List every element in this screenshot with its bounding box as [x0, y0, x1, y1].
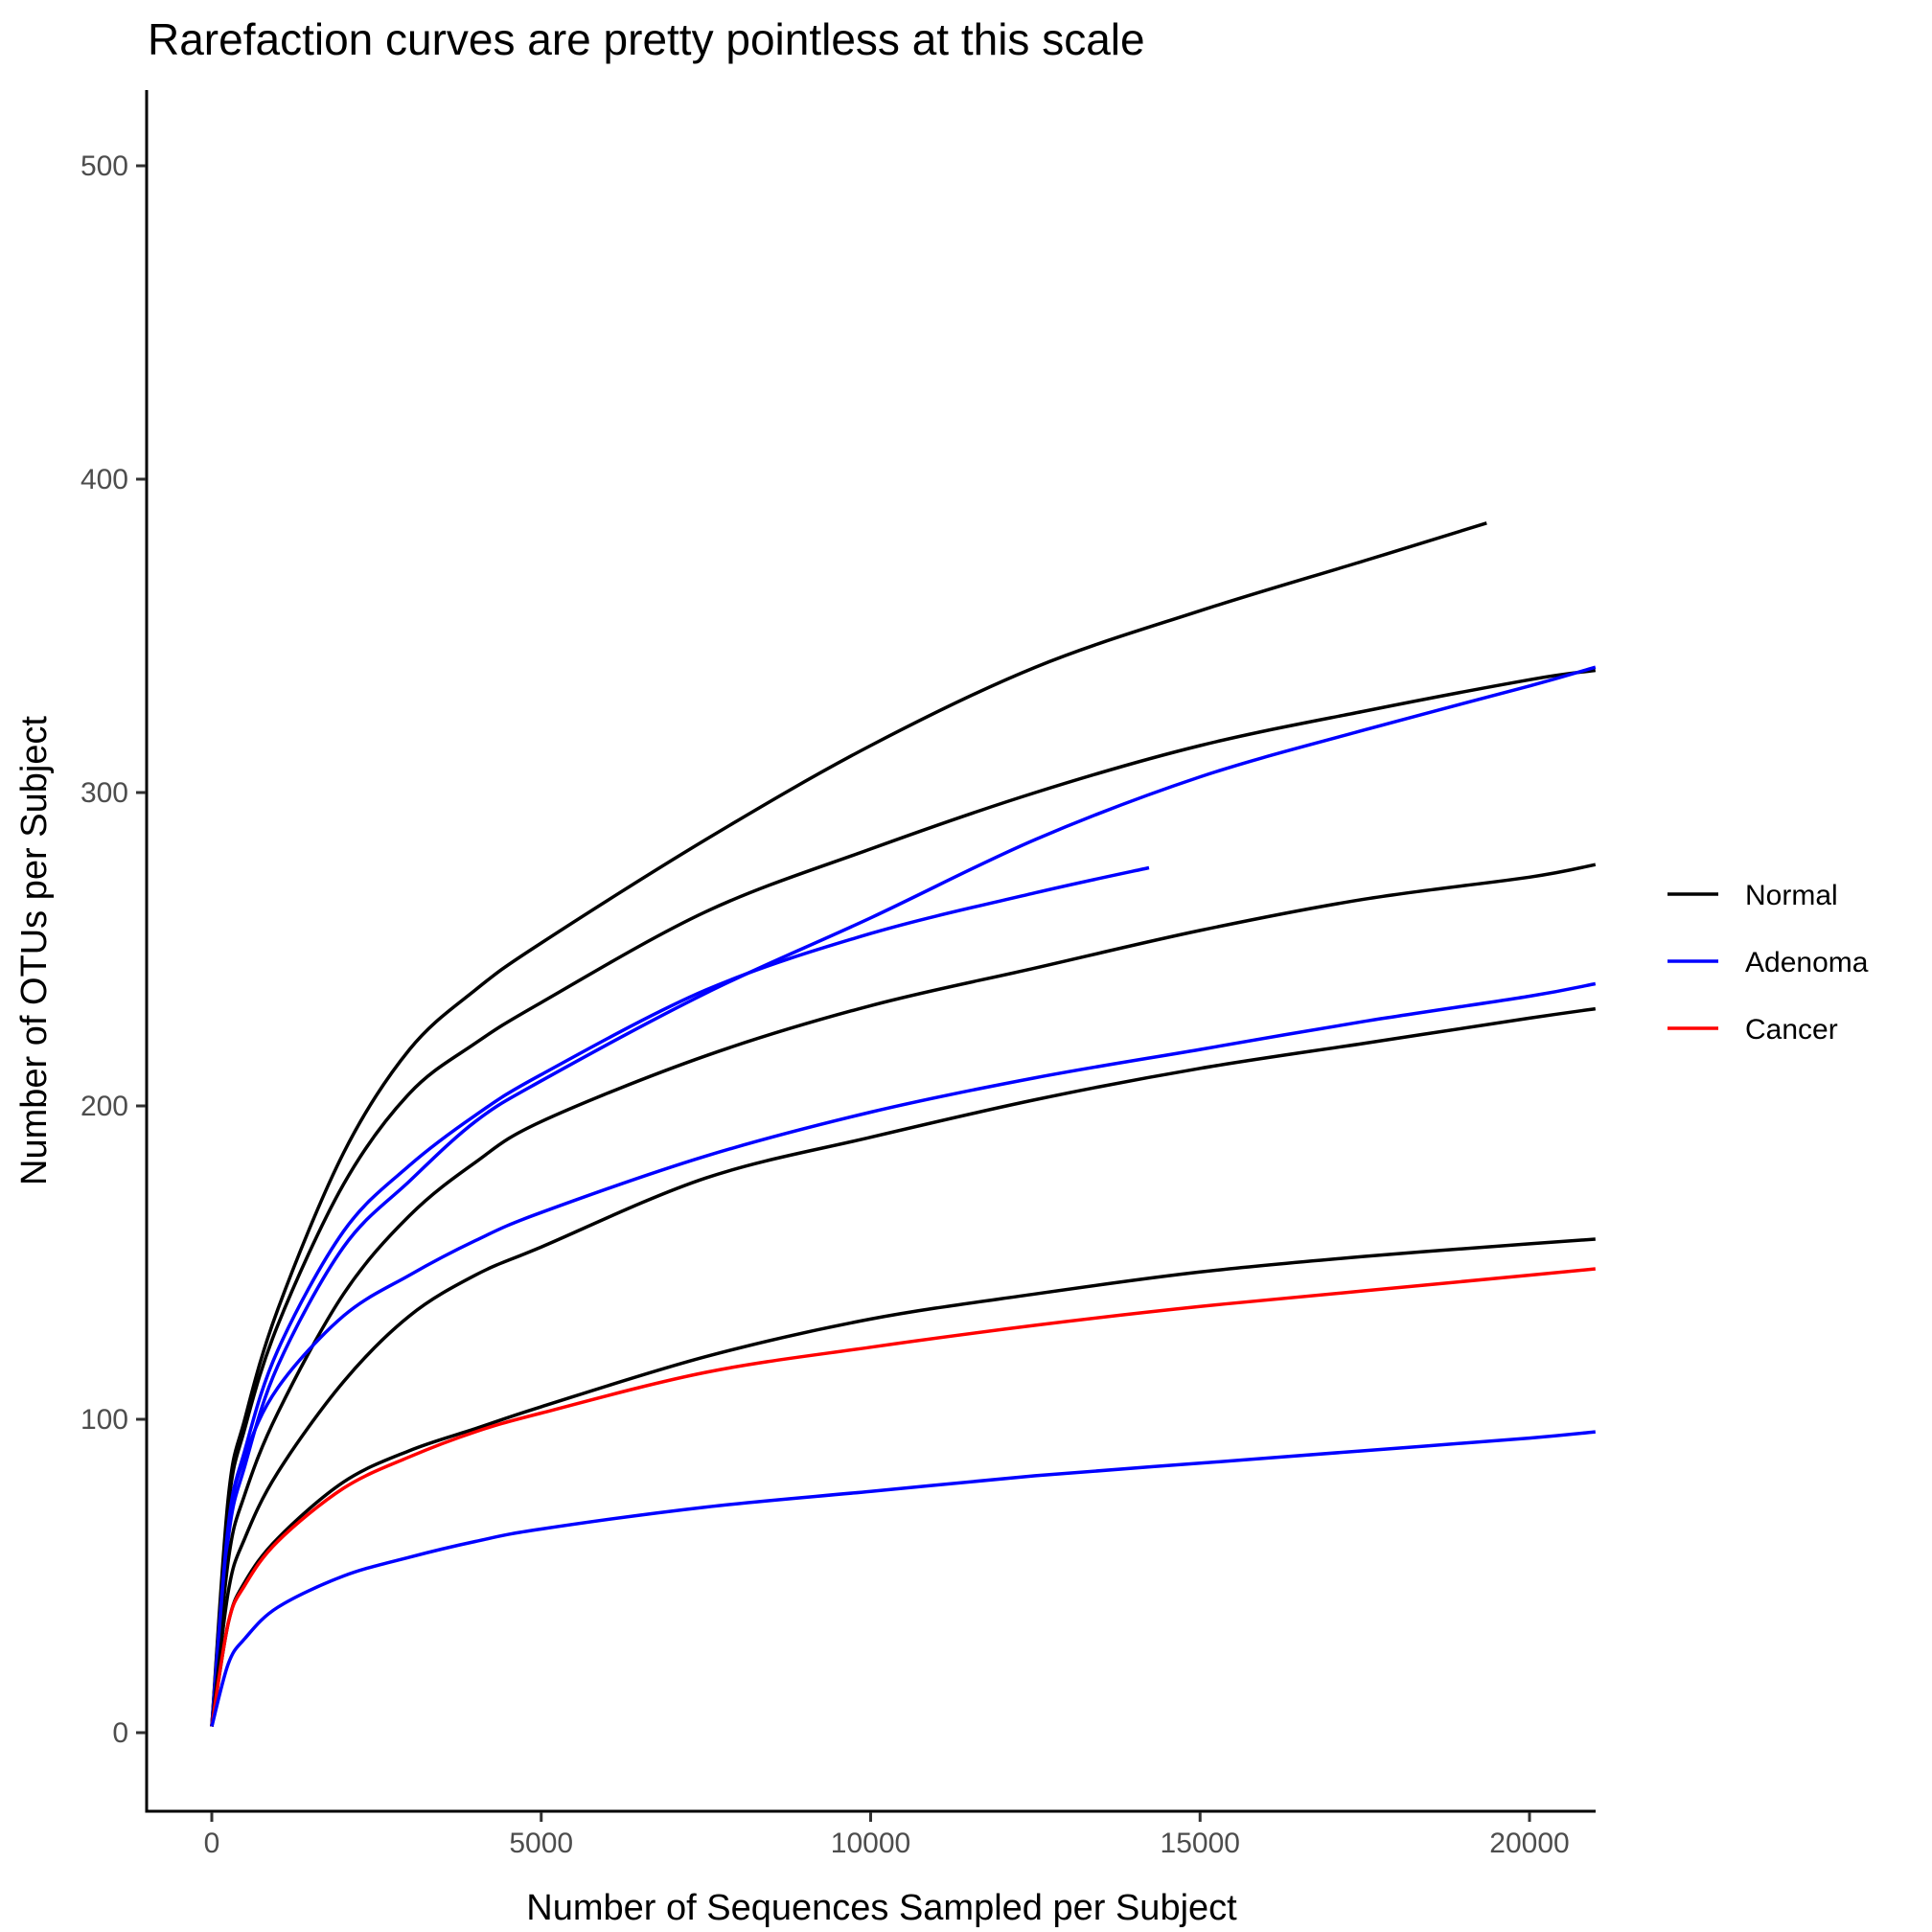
series-line-normal — [210, 862, 1597, 1727]
series-line-adenoma — [210, 1430, 1596, 1727]
x-axis-title: Number of Sequences Sampled per Subject — [526, 1888, 1237, 1928]
y-tick-label: 100 — [80, 1404, 128, 1436]
x-tick-label: 10000 — [831, 1828, 910, 1859]
y-tick-label: 400 — [80, 464, 128, 495]
y-tick-label: 500 — [80, 150, 128, 182]
legend-label: Normal — [1745, 880, 1838, 911]
y-tick-label: 300 — [80, 777, 128, 809]
series-line-cancer — [210, 1267, 1596, 1727]
x-tick-label: 15000 — [1161, 1828, 1240, 1859]
x-tick-label: 20000 — [1489, 1828, 1569, 1859]
y-tick-label: 0 — [112, 1717, 128, 1749]
chart-title: Rarefaction curves are pretty pointless … — [148, 14, 1145, 64]
legend: Normal Adenoma Cancer — [1668, 880, 1869, 1046]
plot-lines — [210, 521, 1597, 1727]
series-line-normal — [210, 668, 1597, 1727]
legend-item-normal: Normal — [1668, 880, 1838, 911]
y-axis-ticks: 0 100 200 300 400 500 — [80, 150, 146, 1749]
x-tick-label: 0 — [204, 1828, 220, 1859]
y-axis-title: Number of OTUs per Subject — [14, 716, 55, 1185]
series-line-normal — [210, 521, 1487, 1727]
series-line-adenoma — [210, 981, 1597, 1727]
legend-label: Cancer — [1745, 1014, 1838, 1046]
x-tick-label: 5000 — [509, 1828, 573, 1859]
legend-label: Adenoma — [1745, 947, 1869, 978]
legend-item-cancer: Cancer — [1668, 1014, 1838, 1046]
legend-item-adenoma: Adenoma — [1668, 947, 1869, 978]
series-line-normal — [210, 1237, 1596, 1727]
y-tick-label: 200 — [80, 1091, 128, 1122]
x-axis-ticks: 0 5000 10000 15000 20000 — [204, 1812, 1570, 1859]
series-line-normal — [210, 1006, 1597, 1727]
series-line-adenoma — [210, 665, 1597, 1727]
